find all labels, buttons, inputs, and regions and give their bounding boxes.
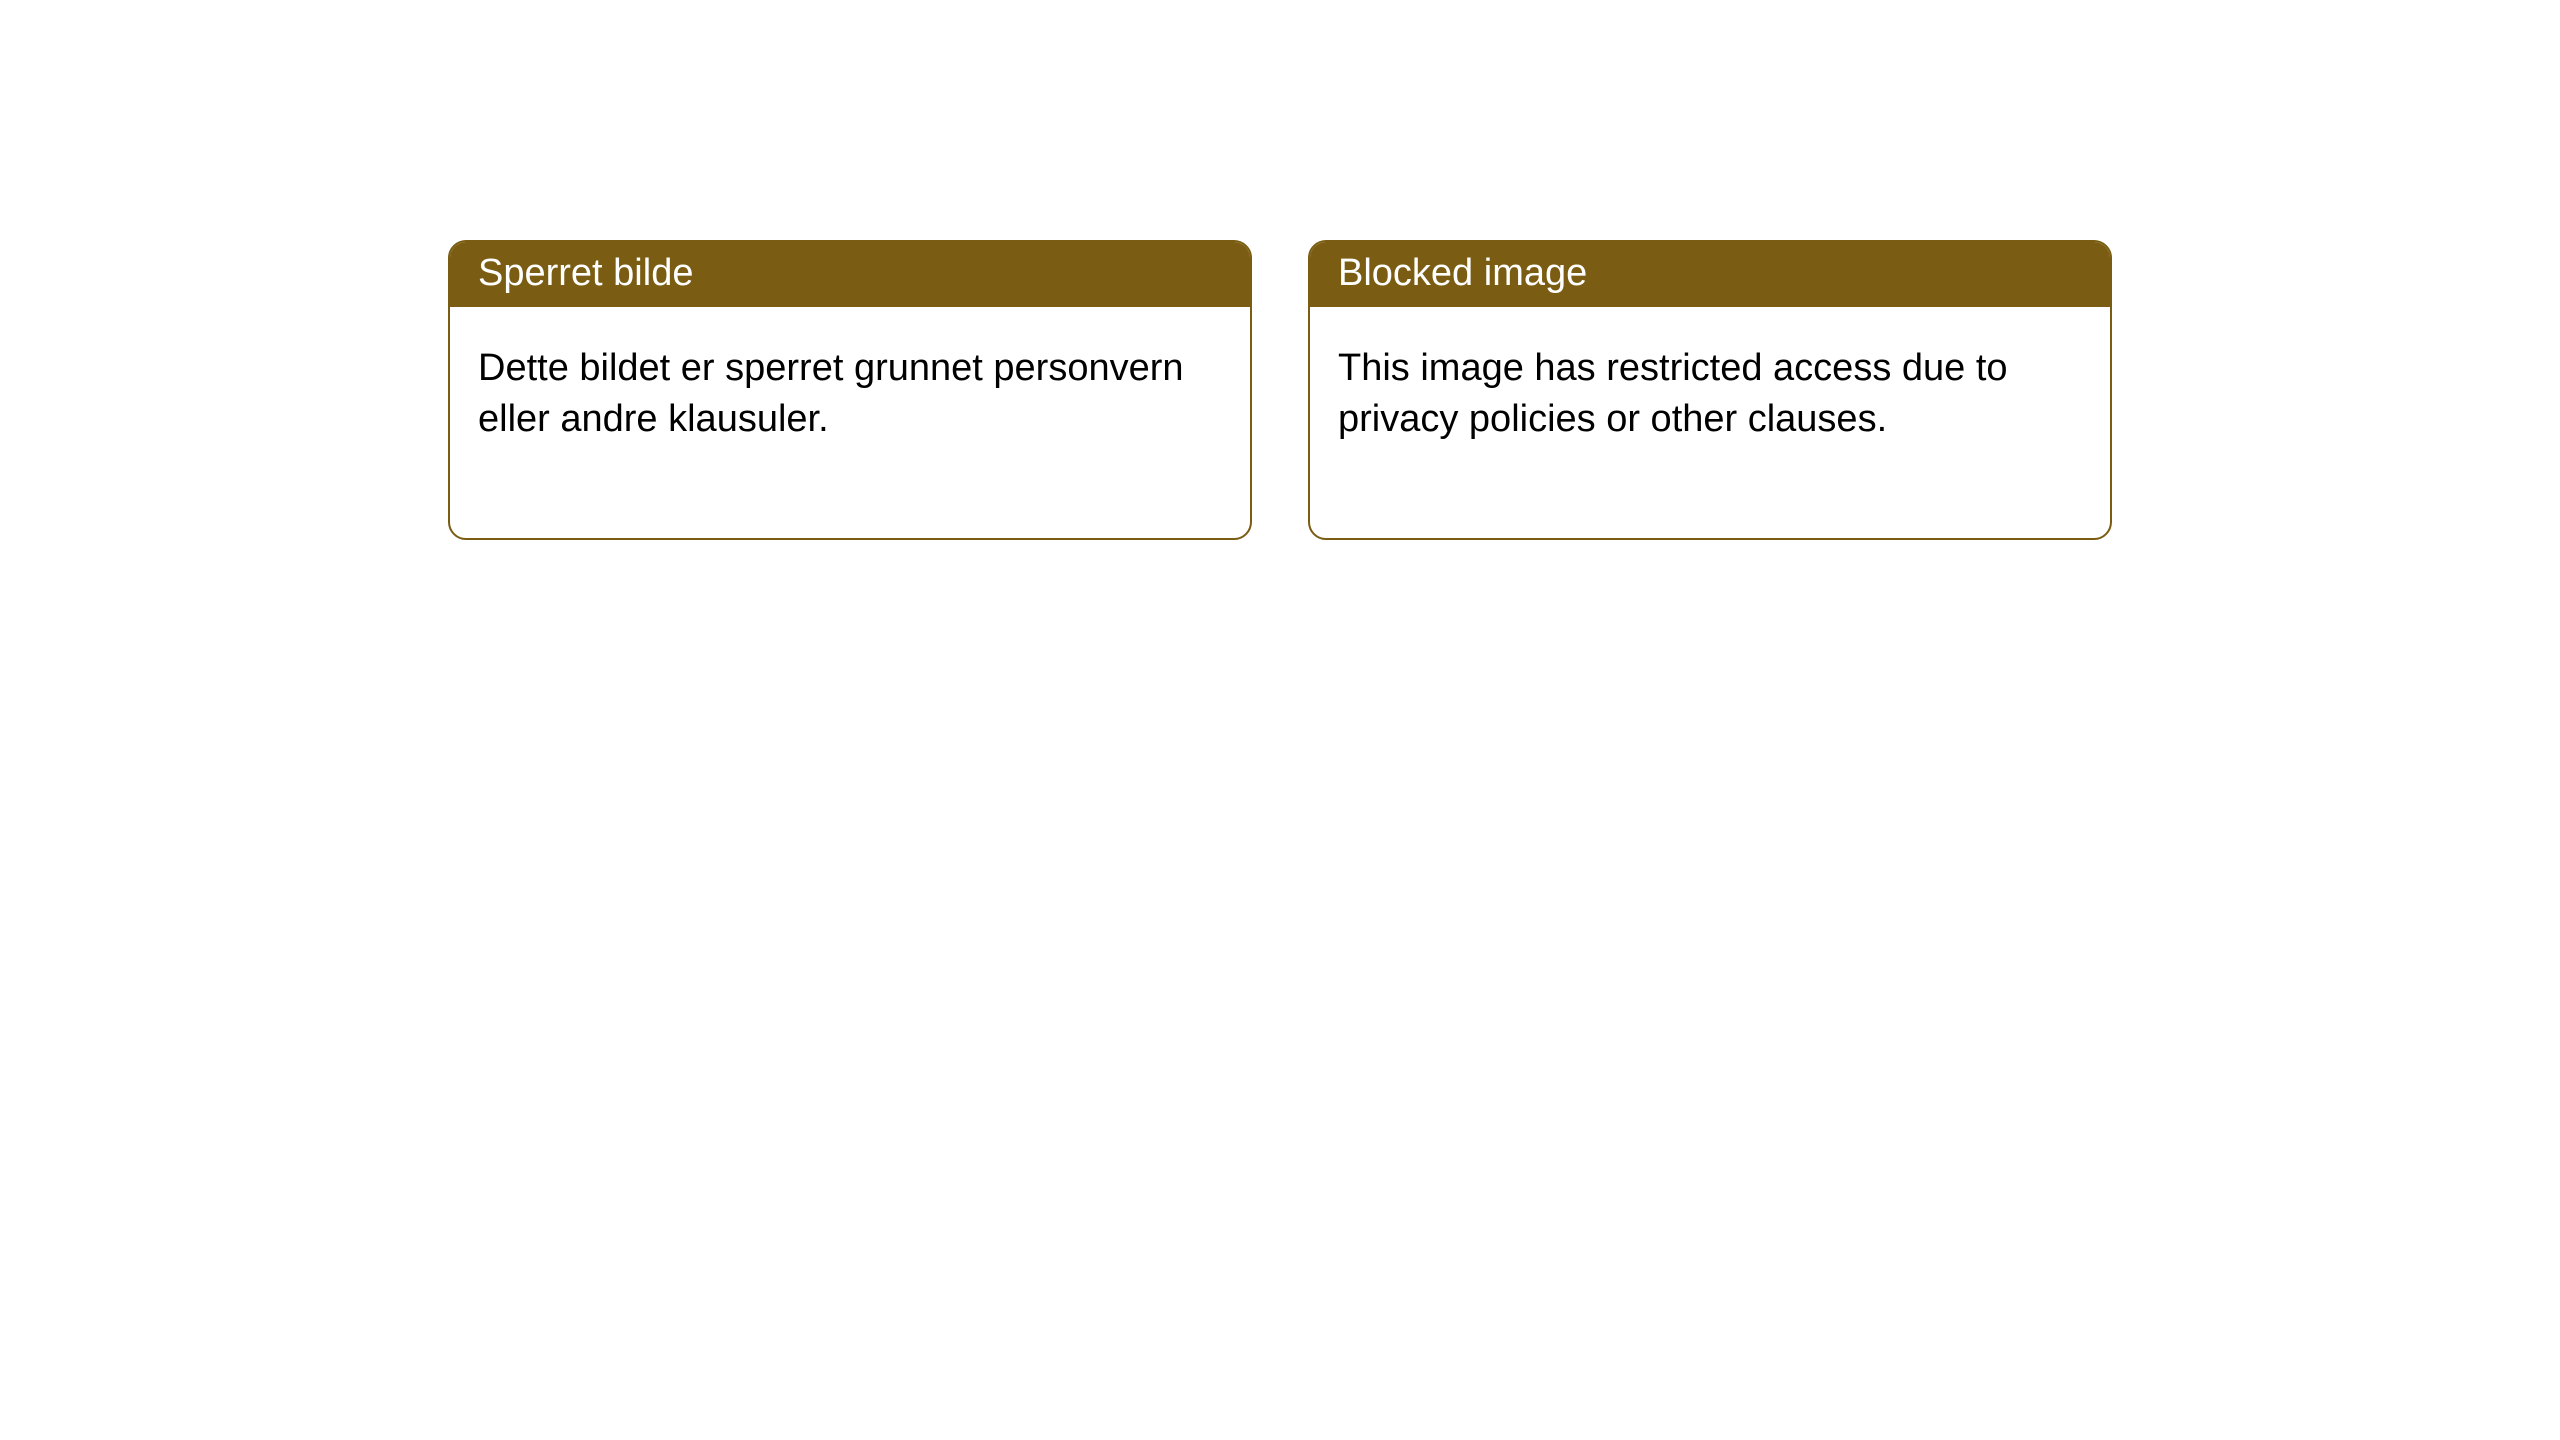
card-header: Sperret bilde xyxy=(450,242,1250,307)
card-body: This image has restricted access due to … xyxy=(1310,307,2110,538)
card-body-text: This image has restricted access due to … xyxy=(1338,347,2008,440)
card-body: Dette bildet er sperret grunnet personve… xyxy=(450,307,1250,538)
blocked-image-card-no: Sperret bilde Dette bildet er sperret gr… xyxy=(448,240,1252,540)
cards-container: Sperret bilde Dette bildet er sperret gr… xyxy=(0,0,2560,540)
card-title: Blocked image xyxy=(1338,252,1587,294)
blocked-image-card-en: Blocked image This image has restricted … xyxy=(1308,240,2112,540)
card-body-text: Dette bildet er sperret grunnet personve… xyxy=(478,347,1184,440)
card-title: Sperret bilde xyxy=(478,252,693,294)
card-header: Blocked image xyxy=(1310,242,2110,307)
